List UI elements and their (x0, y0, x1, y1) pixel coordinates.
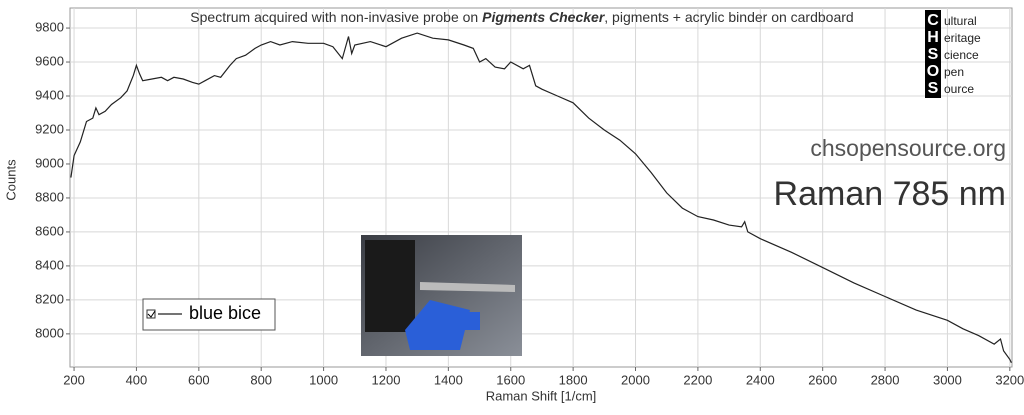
logo-word: ource (944, 82, 974, 96)
y-tick-label: 9800 (35, 19, 64, 34)
y-tick-label: 8200 (35, 291, 64, 306)
annotation: Raman 785 nm (774, 175, 1006, 213)
x-tick-label: 400 (126, 372, 148, 387)
photo-board (365, 240, 415, 332)
legend-checkbox[interactable] (146, 309, 156, 319)
title-part: , pigments + acrylic binder on cardboard (604, 9, 853, 25)
photo (361, 235, 522, 356)
photo-probe (420, 282, 515, 292)
x-tick-label: 2000 (621, 372, 650, 387)
x-tick-label: 2200 (683, 372, 712, 387)
logo-word: ultural (944, 14, 977, 28)
legend: blue bice (142, 298, 276, 331)
legend-check (147, 310, 156, 318)
x-tick-label: 2400 (746, 372, 775, 387)
x-tick-label: 800 (250, 372, 272, 387)
y-tick-label: 8000 (35, 325, 64, 340)
x-axis-label: Raman Shift [1/cm] (486, 388, 597, 403)
y-tick-label: 8800 (35, 189, 64, 204)
x-tick-label: 1000 (309, 372, 338, 387)
y-tick-label: 9000 (35, 155, 64, 170)
logo-letter: S (928, 46, 939, 63)
logo-letter: O (927, 63, 939, 80)
title-part: Pigments Checker (482, 9, 606, 25)
legend-label: blue bice (189, 303, 261, 323)
y-axis-label: Counts (3, 159, 18, 201)
x-tick-label: 3000 (933, 372, 962, 387)
y-tick-label: 9600 (35, 53, 64, 68)
x-tick-label: 600 (188, 372, 210, 387)
logo-word: cience (944, 48, 979, 62)
logo-word: eritage (944, 31, 981, 45)
line (70, 32, 1012, 364)
y-tick-label: 9200 (35, 121, 64, 136)
x-tick-label: 2800 (871, 372, 900, 387)
logo-bar (925, 10, 941, 98)
y-tick-label: 9400 (35, 87, 64, 102)
x-tick-label: 1400 (434, 372, 463, 387)
logo-letter: H (927, 29, 939, 46)
y-tick-label: 8600 (35, 223, 64, 238)
logo-letter: C (927, 12, 939, 29)
photo-block (455, 312, 480, 330)
y-tick-label: 8400 (35, 257, 64, 272)
logo-word: pen (944, 65, 964, 79)
x-tick-label: 1600 (496, 372, 525, 387)
x-tick-label: 1800 (559, 372, 588, 387)
x-tick-label: 200 (63, 372, 85, 387)
logo-letter: S (928, 80, 939, 97)
x-tick-label: 3200 (995, 372, 1024, 387)
annotation: chsopensource.org (810, 135, 1006, 161)
title-part: Spectrum acquired with non-invasive prob… (190, 9, 482, 25)
x-tick-label: 2600 (808, 372, 837, 387)
photo-stage (405, 300, 470, 350)
x-tick-label: 1200 (372, 372, 401, 387)
chart-title: Spectrum acquired with non-invasive prob… (190, 9, 853, 25)
